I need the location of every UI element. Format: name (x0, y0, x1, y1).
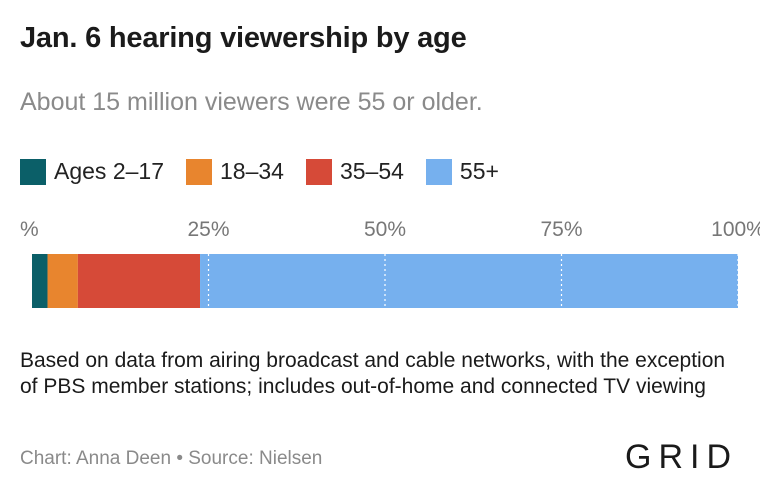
x-tick-label: 25% (187, 218, 230, 241)
legend-item-35-54: 35–54 (305, 158, 404, 185)
legend-label: 18–34 (219, 158, 284, 184)
bar-segment-55 (200, 254, 738, 308)
bar-segment-35-54 (77, 254, 201, 308)
x-tick-label: 75% (540, 218, 583, 241)
legend: Ages 2–17 18–34 35–54 55+ (20, 158, 521, 185)
legend-label: 55+ (459, 158, 499, 184)
legend-label: Ages 2–17 (54, 158, 164, 184)
legend-swatch (20, 158, 46, 185)
chart-note: Based on data from airing broadcast and … (20, 349, 726, 398)
legend-swatch (185, 158, 212, 185)
legend-label: 35–54 (339, 158, 404, 184)
x-tick-label: % (20, 218, 39, 241)
bar-segment-18-34 (47, 254, 78, 308)
chart-source: Chart: Anna Deen • Source: Nielsen (20, 448, 323, 469)
legend-swatch (305, 158, 332, 185)
chart-title: Jan. 6 hearing viewership by age (20, 22, 467, 54)
chart-subtitle: About 15 million viewers were 55 or olde… (20, 88, 483, 116)
legend-item-55-plus: 55+ (425, 158, 499, 185)
x-tick-label: 100% (711, 218, 760, 241)
legend-swatch (425, 158, 452, 185)
legend-item-ages-2-17: Ages 2–17 (20, 158, 164, 185)
legend-item-18-34: 18–34 (185, 158, 284, 185)
bar-segment-ages-2-17 (32, 254, 48, 308)
x-tick-label: 50% (363, 218, 407, 241)
grid-logo: GRID (625, 438, 738, 476)
